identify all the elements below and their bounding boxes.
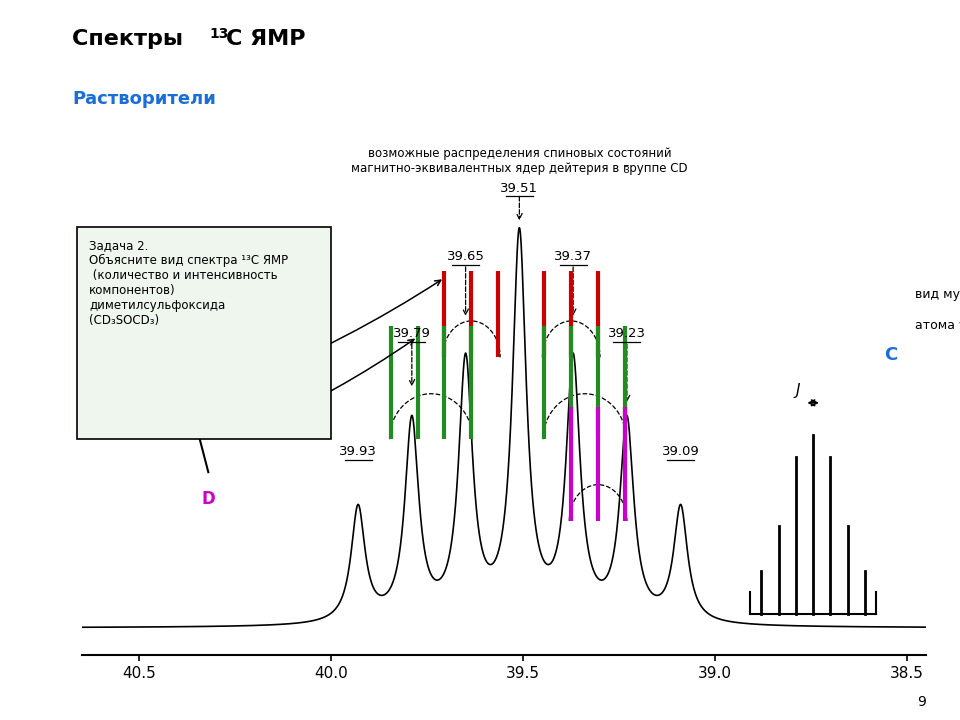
Text: Растворители: Растворители [72,90,216,108]
Text: 13: 13 [209,27,228,40]
Text: Задача 2.
Объясните вид спектра ¹³C ЯМР
 (количество и интенсивность
компонентов: Задача 2. Объясните вид спектра ¹³C ЯМР … [89,239,288,327]
Text: 39.65: 39.65 [446,250,485,263]
Text: 39.37: 39.37 [554,250,592,263]
Text: C: C [884,346,898,364]
Text: атома углерода: атома углерода [915,320,960,333]
Text: 39.93: 39.93 [339,445,377,459]
Text: 39.51: 39.51 [500,181,539,194]
Text: возможные распределения спиновых состояний: возможные распределения спиновых состоян… [368,147,671,160]
Text: C: C [190,419,204,437]
Text: 39.09: 39.09 [661,445,700,459]
Text: C ЯМР: C ЯМР [226,29,305,49]
Text: вид мультиплета: вид мультиплета [915,287,960,300]
Text: магнитно-эквивалентных ядер дейтерия в группе CD: магнитно-эквивалентных ядер дейтерия в г… [351,163,687,176]
Text: 3: 3 [623,166,629,176]
Text: D: D [229,372,243,390]
Text: D: D [237,423,251,441]
Text: D: D [202,490,215,508]
Text: 9: 9 [918,696,926,709]
Text: 39.23: 39.23 [608,327,646,340]
Text: J: J [796,383,801,398]
Text: Спектры: Спектры [72,29,191,49]
Text: 39.79: 39.79 [393,327,431,340]
